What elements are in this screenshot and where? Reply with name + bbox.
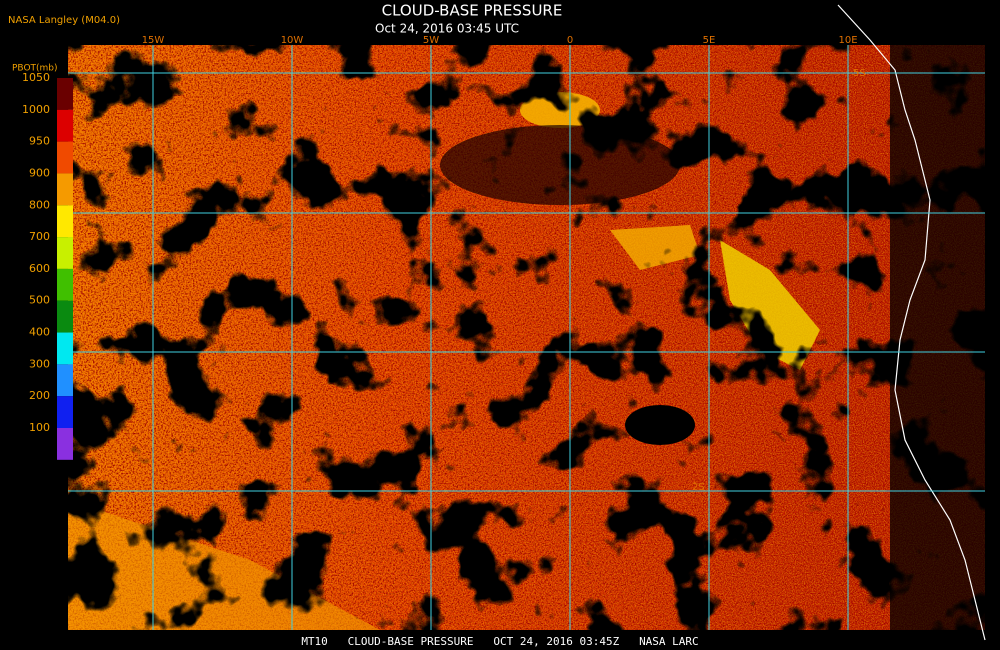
colorbar-title: PBOT(mb) <box>12 64 58 74</box>
longitude-label: 10W <box>281 35 304 46</box>
colorbar-swatch <box>57 364 73 397</box>
colorbar-swatch <box>57 300 73 333</box>
clear-areas <box>68 45 985 630</box>
colorbar-swatch <box>57 237 73 269</box>
colorbar-label: 700 <box>29 230 50 243</box>
colorbar-swatch <box>57 78 73 110</box>
latitude-label: 5S <box>853 68 866 79</box>
colorbar-label: 500 <box>29 294 50 307</box>
colorbar-label: 950 <box>29 135 50 148</box>
colorbar-swatch <box>57 173 73 206</box>
lat-lon-grid <box>68 45 985 630</box>
colorbar-label: 800 <box>29 198 50 211</box>
colorbar-label: 400 <box>29 326 50 339</box>
longitude-label: 0 <box>567 35 573 46</box>
title: CLOUD-BASE PRESSURE <box>382 2 563 20</box>
colorbar-swatch <box>57 268 73 301</box>
colorbar-label: 600 <box>29 262 50 275</box>
longitude-label: 15W <box>142 35 165 46</box>
longitude-label: 5E <box>703 35 716 46</box>
longitude-label: 5W <box>423 35 439 46</box>
subtitle: Oct 24, 2016 03:45 UTC <box>375 22 519 36</box>
colorbar-swatch <box>57 332 73 365</box>
colorbar-label: 1000 <box>22 103 50 116</box>
coastline <box>837 4 986 641</box>
colorbar-swatch <box>57 428 73 460</box>
land <box>890 45 985 630</box>
colorbar-label: 300 <box>29 357 50 370</box>
colorbar-swatch <box>57 205 73 238</box>
colorbar-swatch <box>57 396 73 428</box>
longitude-label: 10E <box>838 35 857 46</box>
colorbar-label: 900 <box>29 166 50 179</box>
colorbar-label: 1050 <box>22 71 50 84</box>
latitude-label: 2S <box>692 482 705 493</box>
colorbar-label: 100 <box>29 421 50 434</box>
source-label: NASA Langley (M04.0) <box>8 15 120 26</box>
colorbar-swatch <box>57 141 73 174</box>
footer: MT10 CLOUD-BASE PRESSURE OCT 24, 2016 03… <box>301 635 698 648</box>
colorbar-label: 200 <box>29 389 50 402</box>
colorbar-swatch <box>57 109 73 142</box>
